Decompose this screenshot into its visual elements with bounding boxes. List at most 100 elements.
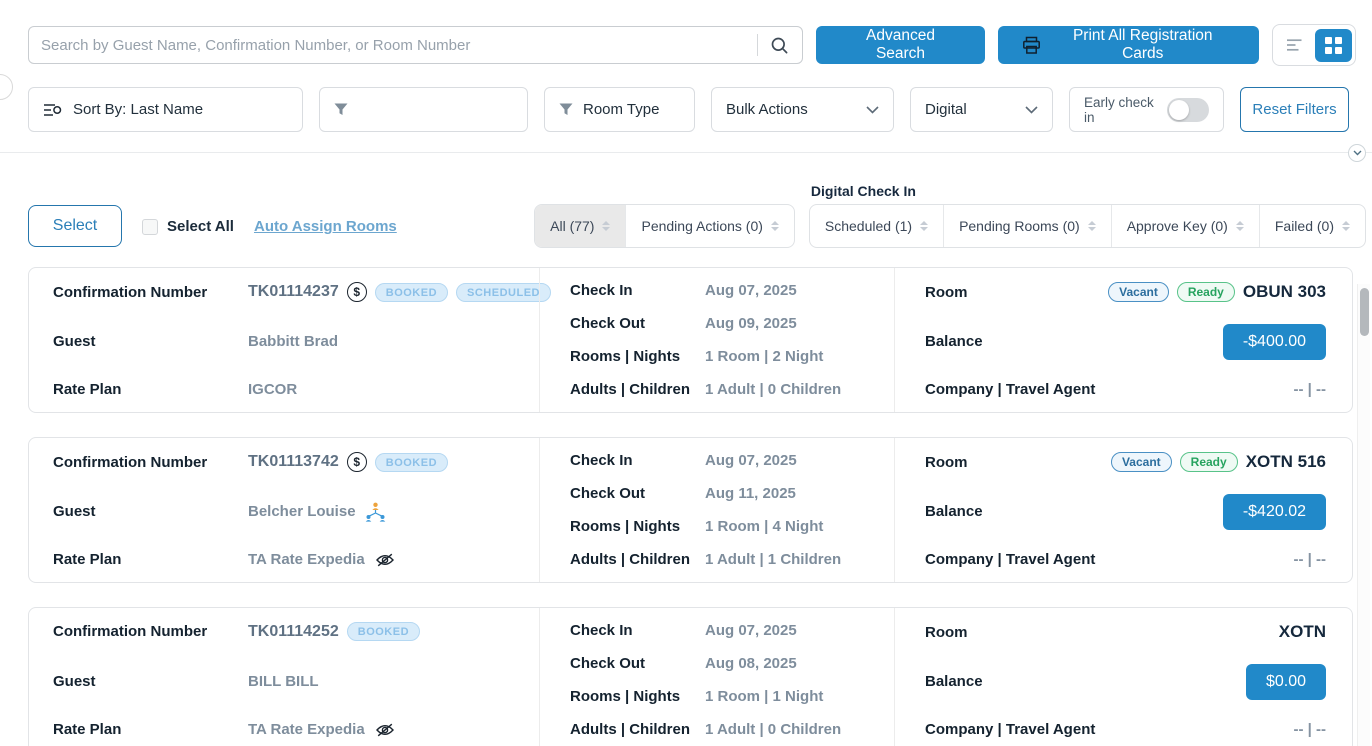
confirmation-number-label: Confirmation Number bbox=[53, 453, 208, 471]
tab-all[interactable]: All (77) bbox=[535, 205, 627, 247]
early-check-in-toggle[interactable] bbox=[1167, 97, 1209, 122]
reservation-card[interactable]: Confirmation Number TK01114252 BOOKED Gu… bbox=[28, 607, 1353, 746]
room-label: Room bbox=[925, 623, 968, 641]
group-reservation-icon[interactable] bbox=[364, 502, 387, 522]
housekeeping-status-badge: Ready bbox=[1176, 282, 1235, 302]
balance-label: Balance bbox=[925, 503, 983, 520]
select-all[interactable]: Select All bbox=[142, 218, 234, 235]
sort-by-dropdown[interactable]: Sort By: Last Name bbox=[28, 87, 303, 132]
confirmation-number-value[interactable]: TK01114237 bbox=[248, 283, 339, 300]
auto-assign-rooms-link[interactable]: Auto Assign Rooms bbox=[253, 218, 397, 235]
confirmation-number-value[interactable]: TK01114252 bbox=[248, 622, 339, 640]
digital-check-in-group: Digital Check In Scheduled (1) Pending R… bbox=[808, 183, 1366, 248]
room-status-badge: Vacant bbox=[1108, 282, 1169, 302]
bulk-actions-label: Bulk Actions bbox=[726, 101, 808, 118]
check-in-value: Aug 07, 2025 bbox=[705, 452, 797, 469]
company-travel-agent-value: -- | -- bbox=[1293, 381, 1326, 398]
confirmation-number-label: Confirmation Number bbox=[53, 283, 208, 301]
advanced-search-button[interactable]: Advanced Search bbox=[815, 26, 986, 64]
rate-hidden-icon[interactable] bbox=[375, 722, 395, 738]
tab-failed-label: Failed (0) bbox=[1274, 218, 1334, 234]
collapse-filters-icon[interactable] bbox=[1348, 144, 1366, 162]
rooms-nights-label: Rooms | Nights bbox=[570, 348, 681, 365]
grid-view-button[interactable] bbox=[1315, 28, 1352, 62]
sort-arrows-icon bbox=[1235, 221, 1244, 231]
tab-pending-actions-label: Pending Actions (0) bbox=[641, 218, 763, 234]
search-input[interactable] bbox=[41, 36, 749, 54]
rate-plan-label: Rate Plan bbox=[53, 381, 122, 398]
balance-button[interactable]: -$400.00 bbox=[1222, 323, 1326, 360]
room-number[interactable]: XOTN 516 bbox=[1245, 452, 1326, 471]
side-drawer-handle[interactable] bbox=[0, 74, 13, 100]
guest-search-box[interactable] bbox=[28, 26, 803, 64]
filter-dropdown[interactable] bbox=[319, 87, 528, 132]
check-in-value: Aug 07, 2025 bbox=[705, 282, 797, 299]
reservation-tabs: All (77) Pending Actions (0) bbox=[534, 204, 795, 248]
sort-arrows-icon bbox=[1087, 221, 1096, 231]
balance-button[interactable]: -$420.02 bbox=[1222, 493, 1326, 530]
list-controls: Select Select All Auto Assign Rooms All … bbox=[28, 183, 1366, 248]
rooms-nights-value: 1 Room | 1 Night bbox=[705, 688, 824, 705]
grid-view-icon bbox=[1325, 36, 1342, 54]
check-in-label: Check In bbox=[570, 622, 633, 639]
balance-button[interactable]: $0.00 bbox=[1245, 663, 1326, 700]
early-check-in-label: Early check in bbox=[1084, 94, 1154, 125]
reservation-card[interactable]: Confirmation Number TK01113742 $ BOOKED … bbox=[28, 437, 1353, 583]
room-status-badge: Vacant bbox=[1110, 452, 1172, 472]
scrollbar[interactable] bbox=[1357, 284, 1370, 746]
status-badge: BOOKED bbox=[374, 452, 449, 472]
tab-pending-rooms[interactable]: Pending Rooms (0) bbox=[944, 205, 1112, 247]
check-out-value: Aug 11, 2025 bbox=[705, 485, 796, 502]
digital-label: Digital bbox=[925, 101, 967, 118]
select-all-checkbox[interactable] bbox=[142, 218, 158, 235]
room-type-dropdown[interactable]: Room Type bbox=[544, 87, 695, 132]
room-label: Room bbox=[925, 453, 968, 471]
list-view-button[interactable] bbox=[1276, 29, 1313, 62]
room-number[interactable]: OBUN 303 bbox=[1242, 282, 1326, 301]
adults-children-value: 1 Adult | 0 Children bbox=[705, 381, 842, 398]
adults-children-label: Adults | Children bbox=[570, 721, 691, 738]
print-all-registration-cards-button[interactable]: Print All Registration Cards bbox=[998, 26, 1259, 64]
check-in-label: Check In bbox=[570, 452, 633, 469]
balance-label: Balance bbox=[925, 333, 983, 350]
rate-plan-value: TA Rate Expedia bbox=[248, 551, 365, 568]
reservation-card[interactable]: Confirmation Number TK01114237 $ BOOKED … bbox=[28, 267, 1353, 413]
room-number[interactable]: XOTN bbox=[1278, 622, 1326, 641]
bulk-actions-dropdown[interactable]: Bulk Actions bbox=[711, 87, 894, 132]
rate-hidden-icon[interactable] bbox=[375, 552, 395, 568]
adults-children-label: Adults | Children bbox=[570, 381, 691, 398]
rooms-nights-label: Rooms | Nights bbox=[570, 688, 681, 705]
rate-plan-label: Rate Plan bbox=[53, 551, 122, 568]
confirmation-number-label: Confirmation Number bbox=[53, 623, 208, 640]
tab-pending-rooms-label: Pending Rooms (0) bbox=[959, 218, 1080, 234]
guest-label: Guest bbox=[53, 503, 96, 520]
list-view-icon bbox=[1286, 38, 1303, 52]
check-out-label: Check Out bbox=[570, 655, 646, 672]
confirmation-number-value[interactable]: TK01113742 bbox=[248, 453, 339, 470]
check-out-label: Check Out bbox=[570, 485, 646, 502]
rate-plan-value: TA Rate Expedia bbox=[248, 721, 365, 738]
digital-dropdown[interactable]: Digital bbox=[910, 87, 1053, 132]
front-desk-page: Advanced Search Print All Registration C… bbox=[0, 24, 1372, 746]
balance-label: Balance bbox=[925, 673, 983, 690]
tab-pending-actions[interactable]: Pending Actions (0) bbox=[626, 205, 793, 247]
tab-scheduled[interactable]: Scheduled (1) bbox=[810, 205, 945, 247]
select-button[interactable]: Select bbox=[28, 205, 122, 247]
tab-failed[interactable]: Failed (0) bbox=[1260, 205, 1365, 247]
check-in-value: Aug 07, 2025 bbox=[705, 622, 797, 639]
sort-arrows-icon bbox=[1342, 221, 1350, 231]
scrollbar-thumb[interactable] bbox=[1359, 288, 1369, 336]
search-icon[interactable] bbox=[769, 35, 790, 56]
room-label: Room bbox=[925, 283, 968, 301]
guest-name: Belcher Louise bbox=[248, 503, 356, 520]
rate-plan-value: IGCOR bbox=[248, 381, 298, 398]
adults-children-value: 1 Adult | 1 Children bbox=[705, 551, 842, 568]
guest-label: Guest bbox=[53, 333, 96, 350]
tab-approve-key[interactable]: Approve Key (0) bbox=[1112, 205, 1260, 247]
select-all-label: Select All bbox=[167, 218, 234, 235]
check-out-label: Check Out bbox=[570, 315, 646, 332]
payment-dollar-icon[interactable]: $ bbox=[346, 452, 367, 472]
search-divider bbox=[756, 34, 758, 56]
reset-filters-button[interactable]: Reset Filters bbox=[1240, 87, 1349, 132]
payment-dollar-icon[interactable]: $ bbox=[346, 282, 367, 302]
